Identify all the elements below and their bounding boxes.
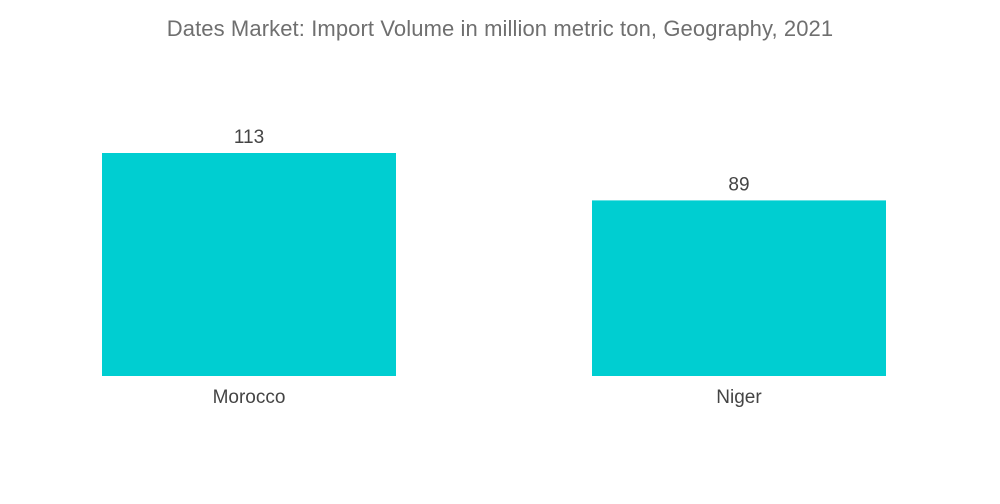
chart-title: Dates Market: Import Volume in million m… xyxy=(166,16,834,41)
category-labels-layer: Morocco Niger xyxy=(213,387,763,408)
bar-niger xyxy=(592,200,886,376)
bar-morocco xyxy=(102,153,396,376)
value-label-morocco: 113 xyxy=(234,127,264,148)
value-labels-layer: 113 89 xyxy=(234,127,750,195)
value-label-niger: 89 xyxy=(728,174,749,195)
category-label-niger: Niger xyxy=(716,387,762,408)
category-label-morocco: Morocco xyxy=(213,387,286,408)
bars-layer xyxy=(102,153,886,376)
